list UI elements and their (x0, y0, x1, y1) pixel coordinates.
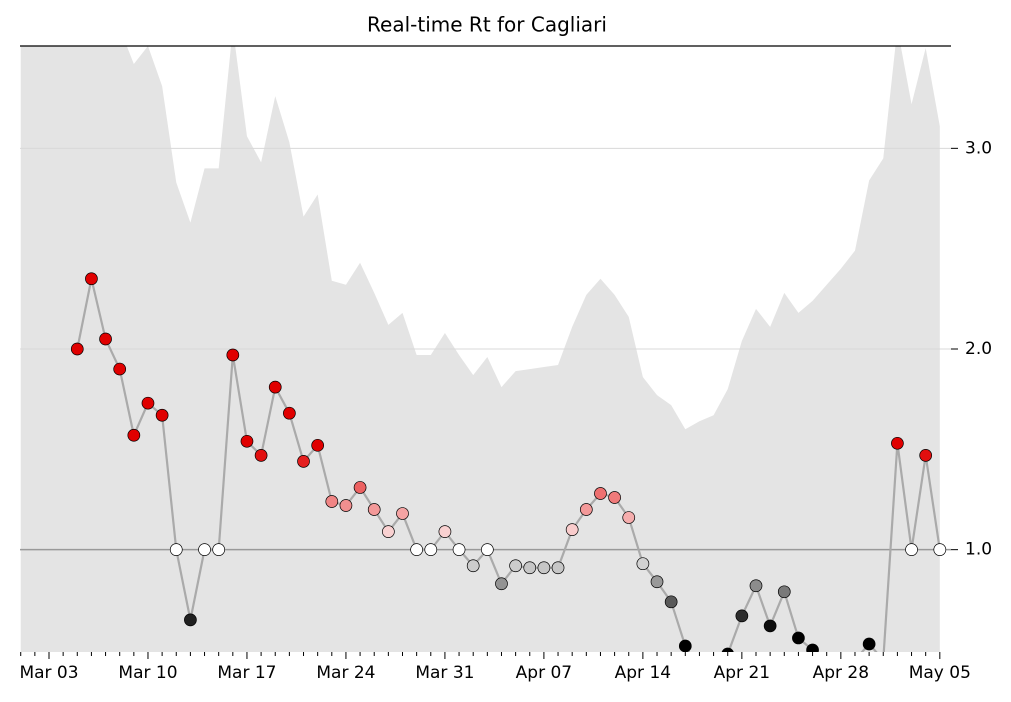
y-tick-label: 1.0 (965, 540, 992, 560)
rt-point (268, 380, 282, 394)
rt-point (311, 438, 325, 452)
rt-point (410, 543, 423, 557)
rt-point (70, 342, 84, 356)
rt-point (353, 481, 367, 494)
rt-point (85, 272, 98, 286)
rt-point (113, 362, 127, 376)
rt-point (480, 543, 494, 557)
rt-point (240, 434, 254, 448)
rt-point (297, 455, 310, 468)
y-tick-label: 2.0 (965, 339, 992, 359)
x-tick-label: Apr 07 (516, 663, 572, 683)
rt-point (367, 503, 381, 516)
rt-point (155, 408, 169, 422)
rt-point (792, 631, 805, 645)
x-tick-label: Mar 24 (316, 663, 375, 683)
rt-point (636, 557, 650, 571)
rt-point (933, 543, 947, 557)
rt-point (325, 495, 339, 508)
rt-point (749, 579, 763, 593)
rt-point (523, 561, 537, 575)
rt-point (212, 543, 226, 557)
rt-point (565, 523, 579, 536)
rt-point (254, 449, 268, 462)
rt-point (438, 525, 452, 538)
rt-point (735, 609, 749, 623)
rt-point (664, 595, 678, 609)
rt-point (721, 647, 734, 652)
rt-point (763, 619, 777, 633)
rt-point (226, 348, 240, 362)
x-tick-label: Apr 14 (615, 663, 671, 683)
x-tick-label: Mar 17 (217, 663, 276, 683)
rt-point (339, 499, 353, 512)
rt-point (862, 637, 876, 651)
rt-point (495, 577, 508, 591)
y-tick-label: 3.0 (965, 138, 992, 158)
x-tick-label: Mar 10 (118, 663, 177, 683)
rt-point (650, 575, 664, 589)
x-tick-label: Mar 03 (19, 663, 78, 683)
rt-point (693, 664, 705, 676)
rt-point (283, 406, 296, 420)
x-tick-label: May 05 (909, 663, 971, 683)
rt-point (806, 643, 819, 652)
x-tick-label: Apr 21 (714, 663, 770, 683)
rt-point (537, 561, 551, 575)
rt-point (777, 585, 791, 599)
rt-point (905, 543, 918, 557)
rt-point (919, 449, 933, 462)
rt-point (382, 525, 395, 538)
rt-point (452, 543, 466, 557)
rt-point (608, 491, 621, 504)
x-tick-label: Mar 31 (415, 663, 474, 683)
credible-band (20, 46, 940, 652)
rt-point (594, 487, 607, 500)
rt-point (891, 436, 904, 450)
rt-point (579, 503, 593, 516)
rt-point (678, 639, 692, 652)
rt-point (141, 396, 155, 410)
rt-point (551, 561, 565, 575)
rt-point (466, 559, 480, 573)
rt-point (509, 559, 522, 573)
plot-area (20, 46, 951, 676)
rt-point (424, 543, 438, 557)
rt-point (396, 507, 409, 520)
rt-point (169, 543, 183, 557)
rt-point (99, 332, 112, 346)
x-tick-label: Apr 28 (813, 663, 869, 683)
rt-point (622, 511, 636, 524)
chart-title: Real-time Rt for Cagliari (367, 13, 607, 37)
rt-point (198, 543, 211, 557)
rt-point (184, 613, 197, 627)
rt-line (76, 278, 941, 652)
rt-point (127, 428, 141, 442)
